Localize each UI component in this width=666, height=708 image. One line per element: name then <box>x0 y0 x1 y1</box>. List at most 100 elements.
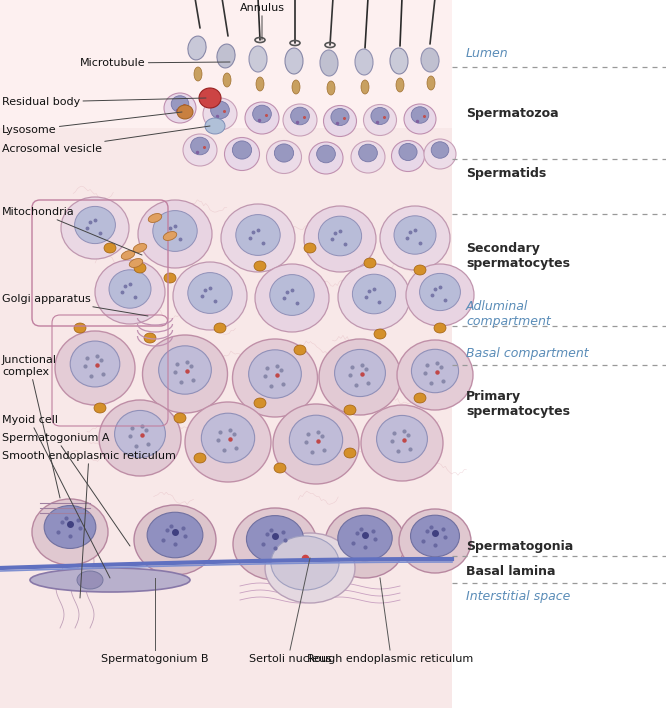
Ellipse shape <box>304 206 376 272</box>
Ellipse shape <box>205 118 225 134</box>
Text: Annulus: Annulus <box>240 3 284 40</box>
Text: Rough endoplasmic reticulum: Rough endoplasmic reticulum <box>307 654 473 664</box>
Ellipse shape <box>129 258 143 268</box>
Ellipse shape <box>159 346 211 394</box>
Ellipse shape <box>232 339 318 417</box>
Ellipse shape <box>214 323 226 333</box>
Ellipse shape <box>283 104 317 136</box>
Ellipse shape <box>327 81 335 95</box>
Text: Junctional
complex: Junctional complex <box>2 355 60 498</box>
Ellipse shape <box>249 46 267 72</box>
Ellipse shape <box>194 67 202 81</box>
Ellipse shape <box>412 349 459 393</box>
Ellipse shape <box>399 144 417 161</box>
Ellipse shape <box>397 340 473 410</box>
Ellipse shape <box>61 197 129 259</box>
Ellipse shape <box>248 350 301 398</box>
Bar <box>0 0 452 128</box>
Ellipse shape <box>434 323 446 333</box>
Text: Myoid cell: Myoid cell <box>2 415 110 578</box>
Text: Sertoli nucleus: Sertoli nucleus <box>248 654 332 664</box>
Ellipse shape <box>338 264 410 330</box>
Text: Secondary
spermatocytes: Secondary spermatocytes <box>466 242 570 270</box>
Text: Spermatogonium B: Spermatogonium B <box>101 654 208 664</box>
Ellipse shape <box>55 331 135 405</box>
Ellipse shape <box>285 48 303 74</box>
Ellipse shape <box>99 400 181 476</box>
Ellipse shape <box>143 335 228 413</box>
Ellipse shape <box>319 339 401 415</box>
Ellipse shape <box>411 107 429 123</box>
Ellipse shape <box>232 141 252 159</box>
Ellipse shape <box>133 244 147 253</box>
Ellipse shape <box>266 140 302 173</box>
Ellipse shape <box>427 76 435 90</box>
Ellipse shape <box>294 345 306 355</box>
Ellipse shape <box>183 134 217 166</box>
Ellipse shape <box>289 415 343 464</box>
Ellipse shape <box>318 216 362 256</box>
Ellipse shape <box>414 393 426 403</box>
Ellipse shape <box>188 36 206 60</box>
Text: Interstitial space: Interstitial space <box>466 590 570 603</box>
Ellipse shape <box>355 49 373 75</box>
Ellipse shape <box>352 274 396 314</box>
Ellipse shape <box>185 402 271 482</box>
Ellipse shape <box>163 232 176 241</box>
Ellipse shape <box>344 448 356 458</box>
Ellipse shape <box>421 48 439 72</box>
Ellipse shape <box>320 50 338 76</box>
Ellipse shape <box>374 329 386 339</box>
Text: Basal lamina: Basal lamina <box>466 565 555 578</box>
Text: Lumen: Lumen <box>466 47 509 60</box>
Ellipse shape <box>316 145 336 163</box>
Ellipse shape <box>94 403 106 413</box>
Ellipse shape <box>309 142 343 174</box>
Ellipse shape <box>134 263 146 273</box>
Ellipse shape <box>164 93 196 123</box>
Ellipse shape <box>246 515 304 562</box>
Ellipse shape <box>104 243 116 253</box>
Ellipse shape <box>344 405 356 415</box>
Ellipse shape <box>233 508 317 580</box>
Ellipse shape <box>324 105 356 137</box>
Ellipse shape <box>334 350 386 396</box>
Text: Adluminal
compartment: Adluminal compartment <box>466 300 551 329</box>
Ellipse shape <box>406 264 474 326</box>
Ellipse shape <box>121 251 135 259</box>
Text: Golgi apparatus: Golgi apparatus <box>2 294 148 316</box>
Ellipse shape <box>199 88 221 108</box>
Ellipse shape <box>364 258 376 268</box>
Ellipse shape <box>380 206 450 270</box>
Ellipse shape <box>115 411 165 457</box>
Ellipse shape <box>394 216 436 254</box>
Ellipse shape <box>361 405 443 481</box>
Ellipse shape <box>254 261 266 271</box>
Ellipse shape <box>292 80 300 94</box>
Ellipse shape <box>174 413 186 423</box>
Ellipse shape <box>147 513 203 558</box>
Ellipse shape <box>201 413 254 463</box>
Ellipse shape <box>274 144 294 162</box>
Ellipse shape <box>359 144 378 162</box>
Bar <box>452 0 666 708</box>
Ellipse shape <box>149 214 162 222</box>
Ellipse shape <box>271 536 339 590</box>
Ellipse shape <box>392 140 424 171</box>
Ellipse shape <box>32 499 108 565</box>
Ellipse shape <box>290 107 309 125</box>
Ellipse shape <box>109 270 151 308</box>
Ellipse shape <box>364 105 396 135</box>
Ellipse shape <box>223 73 231 87</box>
Ellipse shape <box>331 108 349 125</box>
Ellipse shape <box>256 77 264 91</box>
Ellipse shape <box>245 102 279 134</box>
Ellipse shape <box>338 515 392 561</box>
Ellipse shape <box>376 416 428 462</box>
Ellipse shape <box>270 275 314 315</box>
Ellipse shape <box>399 509 471 573</box>
Ellipse shape <box>188 273 232 314</box>
Ellipse shape <box>410 515 460 556</box>
Ellipse shape <box>236 215 280 256</box>
Text: Spermatogonia: Spermatogonia <box>466 540 573 553</box>
